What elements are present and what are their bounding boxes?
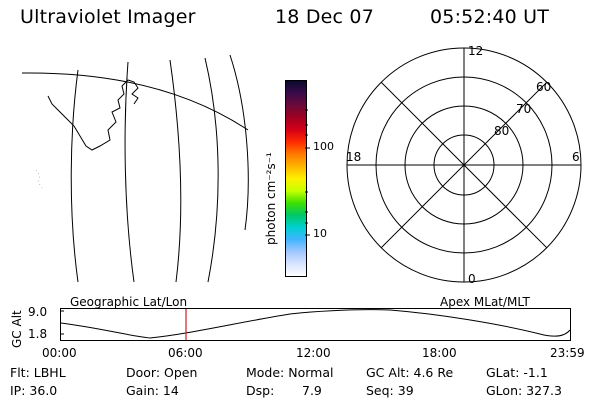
geographic-map [21,54,249,283]
coastline-faint [35,169,43,189]
timeline-right-title: Apex MLat/MLT [440,295,530,309]
seq-status: Seq: 39 [366,383,414,398]
mlt-label-0: 0 [468,272,476,286]
mlt-label-18: 18 [346,150,361,164]
timeline-ylabel: GC Alt [10,310,24,348]
timeline-xtick-0000: 00:00 [42,346,77,360]
mlt-label-12: 12 [468,44,483,58]
timeline-frame [60,308,571,341]
mlt-label-6: 6 [572,150,580,164]
map-meridian [229,54,249,231]
timeline-xtick-0600: 06:00 [168,346,203,360]
colorbar-gradient [286,81,306,276]
polar-diagonal [380,81,548,249]
timeline-xtick-1800: 18:00 [422,346,457,360]
map-meridian [169,59,182,283]
timeline-ytick-9: 9.0 [28,305,48,319]
lat-label-60: 60 [536,80,551,94]
colorbar-tick-10: 10 [313,227,327,240]
altitude-curve [60,309,571,339]
dsp-status-label: Dsp: [246,383,275,398]
lat-label-80: 80 [494,124,509,138]
lat-label-70: 70 [516,102,531,116]
glat-status: GLat: -1.1 [486,365,548,380]
map-meridian [204,57,219,283]
colorbar [285,80,307,277]
timeline-xtick-1200: 12:00 [296,346,331,360]
ip-status: IP: 36.0 [10,383,58,398]
timeline-left-title: Geographic Lat/Lon [70,295,188,309]
polar-plot: 12 18 6 0 60 70 80 [346,44,582,286]
coastline [47,79,139,151]
date-label: 18 Dec 07 [275,6,374,28]
gc-alt-status: GC Alt: 4.6 Re [366,365,454,380]
colorbar-ticks [305,109,310,236]
colorbar-tick-100: 100 [313,140,334,153]
time-label: 05:52:40 UT [430,6,550,28]
instrument-title: Ultraviolet Imager [20,6,196,28]
gain-status: Gain: 14 [126,383,179,398]
map-latitude-line [21,72,249,131]
map-meridian [124,61,135,283]
timeline-plot [60,308,571,341]
map-meridian [70,69,79,283]
glon-status: GLon: 327.3 [486,383,562,398]
colorbar-unit-label: photon cm⁻²s⁻¹ [264,152,278,245]
filter-status: Flt: LBHL [10,365,66,380]
mode-status: Mode: Normal [246,365,334,380]
dsp-status-value: 7.9 [302,383,322,398]
timeline-ytick-1-8: 1.8 [28,327,48,341]
door-status: Door: Open [126,365,198,380]
timeline-xtick-2359: 23:59 [550,346,585,360]
